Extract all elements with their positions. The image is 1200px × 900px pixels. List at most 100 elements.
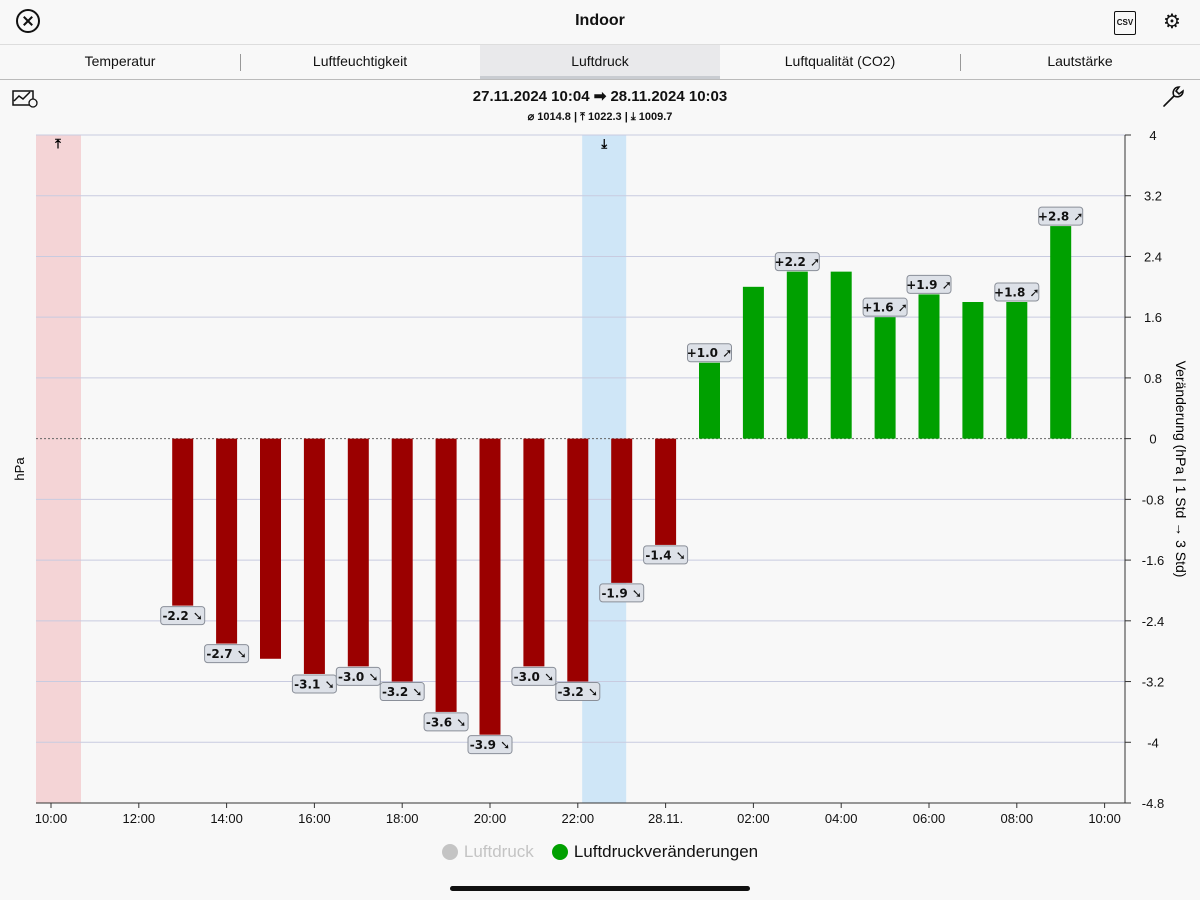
y-tick-label: 2.4 [1144,249,1162,264]
bar [567,438,589,682]
data-label: -3.2 ➘ [382,685,422,699]
close-icon[interactable] [16,9,40,33]
y-axis-title-right: Veränderung (hPa | 1 Std → 3 Std) [1173,361,1189,578]
legend-item-luftdruckveraenderungen[interactable]: Luftdruckveränderungen [551,842,759,862]
bar [347,438,369,667]
x-tick-label: 14:00 [210,811,243,826]
y-tick-label: -2.4 [1142,614,1164,629]
tab-luftqualitaet[interactable]: Luftqualität (CO2) [784,53,896,69]
bar [523,438,545,667]
x-tick-label: 10:00 [35,811,68,826]
data-label: -3.9 ➘ [470,738,510,752]
tab-luftfeuchtigkeit[interactable]: Luftfeuchtigkeit [240,45,480,79]
tab-bar: Temperatur Luftfeuchtigkeit Luftdruck Lu… [0,44,1200,80]
x-tick-label: 20:00 [474,811,507,826]
chart-settings-icon[interactable] [12,86,38,108]
data-label: -2.7 ➘ [206,647,246,661]
y-tick-label: 4 [1149,128,1156,143]
bar [874,317,896,439]
data-label: +1.0 ➚ [687,346,733,360]
x-tick-label: 06:00 [913,811,946,826]
data-label-box [467,735,513,755]
legend-label-veraenderungen: Luftdruckveränderungen [573,842,759,861]
data-label: +2.2 ➚ [775,255,821,269]
bar [786,271,808,439]
x-tick-label: 16:00 [298,811,331,826]
data-label: -3.1 ➘ [294,677,334,691]
data-label-box [204,644,250,664]
max-band [36,135,81,803]
legend-dot-luftdruck [441,844,458,860]
tab-luftdruck[interactable]: Luftdruck [480,45,720,79]
x-tick-label: 08:00 [1001,811,1034,826]
bar [918,294,940,439]
y-tick-label: -4.8 [1142,796,1164,811]
top-bar: Indoor CSV ⚙ [0,0,1200,44]
tab-lautstaerke[interactable]: Lautstärke [960,45,1200,79]
csv-export-button[interactable]: CSV [1114,11,1136,35]
bar [260,438,281,659]
y-tick-label: -1.6 [1142,553,1164,568]
chart-legend: Luftdruck Luftdruckveränderungen [0,842,1200,862]
y-tick-label: -3.2 [1142,675,1164,690]
data-label-box [160,606,206,626]
legend-item-luftdruck[interactable]: Luftdruck [441,842,534,862]
bar [435,438,457,712]
data-label: -3.2 ➘ [558,685,598,699]
data-label: -1.9 ➘ [601,586,641,600]
data-label-box [335,666,381,686]
y-tick-label: 0 [1149,432,1156,447]
pressure-stats: ⌀ 1014.8 | ⤒ 1022.3 | ⤓ 1009.7 [527,111,673,123]
bar [830,271,852,439]
x-tick-label: 18:00 [386,811,419,826]
bar [172,438,194,606]
data-label: -3.6 ➘ [426,715,466,729]
x-tick-label: 22:00 [562,811,595,826]
data-label: +2.8 ➚ [1038,210,1084,224]
data-label: -1.4 ➘ [645,548,685,562]
bar [742,286,764,439]
data-label-box [379,682,425,702]
home-indicator [450,886,750,891]
legend-dot-veraenderungen [551,844,568,860]
data-label: -2.2 ➘ [162,609,202,623]
data-label-box [687,343,732,363]
data-label-box [994,282,1040,302]
data-label-box [774,252,820,272]
bar [303,438,325,674]
x-tick-label: 04:00 [825,811,858,826]
wrench-icon[interactable] [1160,84,1186,110]
x-tick-label: 12:00 [123,811,156,826]
bar [479,438,501,735]
bar [1050,226,1072,439]
y-tick-label: -0.8 [1142,492,1164,507]
data-label-box [555,682,601,702]
data-label-box [906,274,952,294]
x-tick-label: 10:00 [1088,811,1121,826]
bar [611,438,633,583]
bar [962,302,984,439]
bar [655,438,677,545]
y-tick-label: 1.6 [1144,310,1162,325]
data-label-box [862,297,908,317]
y-axis-title-left: hPa [12,457,27,481]
bar [391,438,413,682]
data-label: -3.0 ➘ [514,670,554,684]
data-label: +1.9 ➚ [906,278,952,292]
data-label-box [511,666,557,686]
gear-icon[interactable]: ⚙ [1163,11,1181,33]
data-label-box [599,583,645,603]
legend-label-luftdruck: Luftdruck [463,842,534,861]
x-tick-label: 28.11. [648,811,683,826]
min-marker-icon: ⤓ [600,137,607,152]
x-tick-label: 02:00 [737,811,770,826]
y-tick-label: -4 [1147,735,1159,750]
bar [216,438,238,644]
tab-temperatur[interactable]: Temperatur [84,53,156,69]
max-marker-icon: ⤒ [54,137,61,152]
page-title: Indoor [575,12,625,29]
data-label-box [1038,206,1084,226]
y-tick-label: 0.8 [1144,371,1162,386]
bar [699,362,720,439]
